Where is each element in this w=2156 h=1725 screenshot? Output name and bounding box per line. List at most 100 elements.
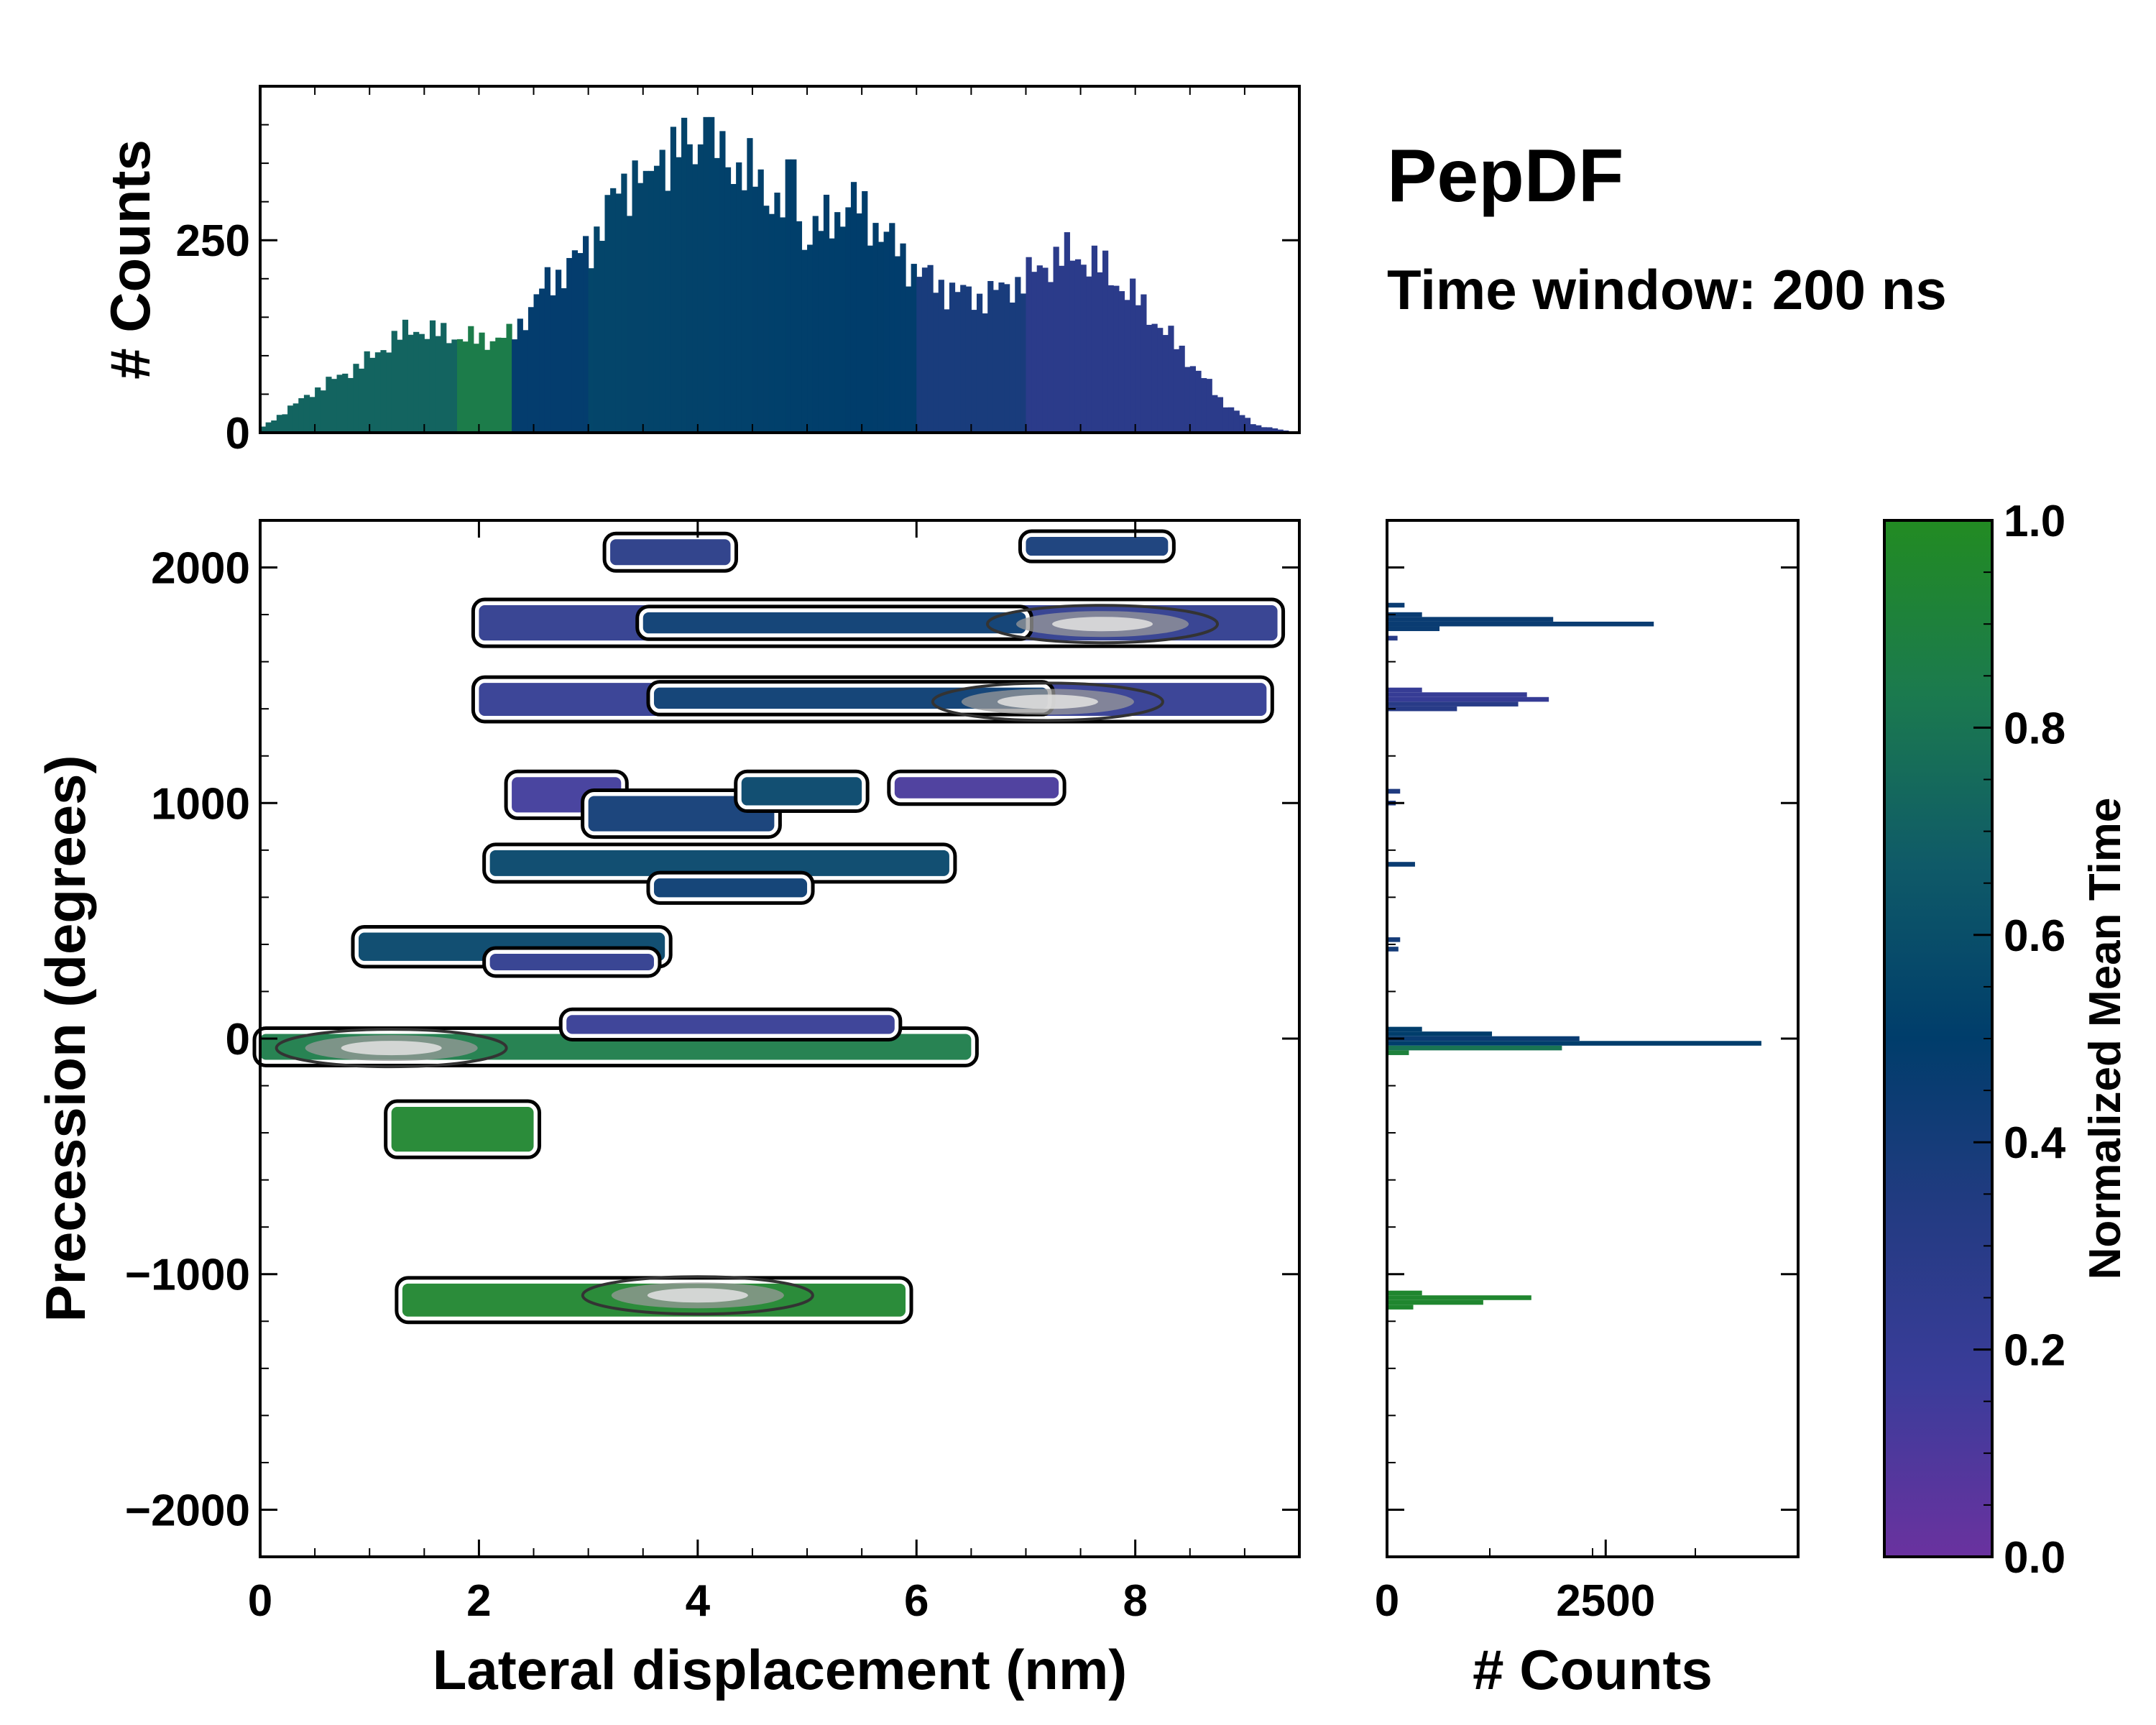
heatmap-region: [1026, 536, 1169, 556]
histogram-bar: [1387, 1036, 1580, 1041]
histogram-bar: [741, 190, 747, 433]
right-x-tick-label: 0: [1375, 1576, 1399, 1626]
heatmap-region: [642, 612, 1026, 634]
histogram-bar: [1387, 696, 1549, 702]
histogram-bar: [1064, 232, 1070, 433]
histogram-bar: [867, 245, 873, 433]
histogram-bar: [1036, 265, 1043, 433]
histogram-bar: [736, 162, 742, 433]
figure-title: PepDF: [1387, 134, 1623, 218]
histogram-bar: [872, 223, 879, 433]
histogram-bar: [791, 159, 797, 433]
histogram-bar: [369, 357, 376, 433]
histogram-bar: [686, 144, 693, 433]
histogram-bar: [921, 267, 929, 433]
histogram-bar: [877, 242, 885, 433]
histogram-bar: [1387, 602, 1405, 608]
histogram-bar: [724, 167, 732, 433]
histogram-bar: [484, 349, 491, 433]
main-x-tick-label: 2: [466, 1576, 491, 1626]
density-peak-core: [647, 1288, 748, 1303]
histogram-bar: [1387, 1050, 1409, 1055]
histogram-bar: [1118, 291, 1125, 433]
histogram-bar: [862, 190, 868, 433]
histogram-bar: [1271, 428, 1279, 433]
histogram-bar: [577, 253, 584, 433]
histogram-bar: [1387, 937, 1401, 942]
histogram-bar: [1189, 366, 1196, 433]
histogram-bar: [807, 244, 814, 433]
histogram-bar: [1053, 247, 1059, 433]
histogram-bar: [1130, 278, 1136, 433]
histogram-bar: [441, 323, 447, 433]
histogram-bar: [610, 188, 617, 433]
histogram-bar: [287, 405, 294, 433]
heatmap-region: [566, 1015, 895, 1034]
histogram-bar: [1387, 1290, 1422, 1296]
histogram-bar: [435, 336, 441, 433]
histogram-bar: [566, 257, 573, 433]
histogram-bar: [916, 277, 923, 433]
histogram-bar: [1080, 264, 1087, 433]
main-y-tick-label: 2000: [151, 544, 250, 594]
histogram-bar: [271, 420, 277, 433]
histogram-bar: [1141, 294, 1147, 433]
histogram-bar: [1387, 1305, 1414, 1310]
histogram-bar: [1387, 617, 1554, 622]
heatmap-region: [610, 539, 731, 566]
histogram-bar: [1168, 326, 1174, 433]
histogram-bar: [533, 294, 540, 433]
histogram-bar: [1250, 424, 1256, 433]
histogram-bar: [834, 212, 841, 433]
histogram-bar: [599, 241, 606, 433]
main-heatmap-panel: 0 2 4 6 8 −2000 −1000 0 1000 2000 Lateral displace…: [34, 519, 1301, 1701]
histogram-bar: [949, 282, 956, 433]
histogram-bar: [1387, 612, 1422, 617]
histogram-bar: [495, 337, 502, 433]
histogram-bar: [626, 216, 633, 433]
histogram-bar: [583, 236, 589, 433]
histogram-bar: [730, 184, 737, 433]
histogram-bar: [1387, 1045, 1562, 1051]
histogram-bar: [1387, 635, 1398, 641]
histogram-bar: [380, 350, 387, 433]
histogram-bar: [336, 374, 343, 433]
histogram-bar: [1387, 788, 1401, 794]
histogram-bar: [561, 288, 567, 433]
histogram-bar: [954, 292, 961, 433]
histogram-bar: [522, 330, 529, 433]
histogram-bar: [276, 415, 283, 433]
histogram-bar: [933, 293, 939, 433]
top-y-tick-label: 0: [226, 409, 250, 459]
histogram-bar: [1195, 370, 1202, 433]
histogram-bar: [309, 397, 315, 433]
histogram-bar: [397, 339, 403, 433]
histogram-bar: [659, 150, 665, 433]
histogram-bar: [670, 126, 676, 433]
histogram-bar: [1387, 626, 1440, 632]
heatmap-region: [588, 796, 775, 832]
histogram-bar: [944, 309, 950, 433]
density-contour: [275, 1028, 508, 1069]
colorbar-label: Normalized Mean Time: [2081, 798, 2130, 1280]
histogram-bar: [500, 338, 507, 433]
histogram-bar: [282, 414, 288, 433]
histogram-bar: [894, 256, 901, 433]
histogram-bar: [303, 395, 310, 433]
histogram-bar: [763, 206, 770, 433]
histogram-bar: [331, 379, 338, 433]
histogram-bar: [681, 117, 688, 433]
histogram-bar: [796, 221, 803, 433]
histogram-bar: [780, 217, 786, 433]
histogram-bar: [1201, 378, 1207, 433]
colorbar-tick-label: 0.4: [2004, 1118, 2066, 1168]
histogram-bar: [1256, 425, 1262, 433]
histogram-bar: [473, 344, 480, 433]
histogram-bar: [1212, 395, 1218, 433]
histogram-bar: [719, 131, 726, 433]
histogram-bar: [1026, 257, 1032, 433]
histogram-bar: [709, 116, 715, 433]
histogram-bar: [823, 194, 830, 433]
histogram-bar: [462, 341, 469, 433]
histogram-bar: [642, 170, 649, 433]
